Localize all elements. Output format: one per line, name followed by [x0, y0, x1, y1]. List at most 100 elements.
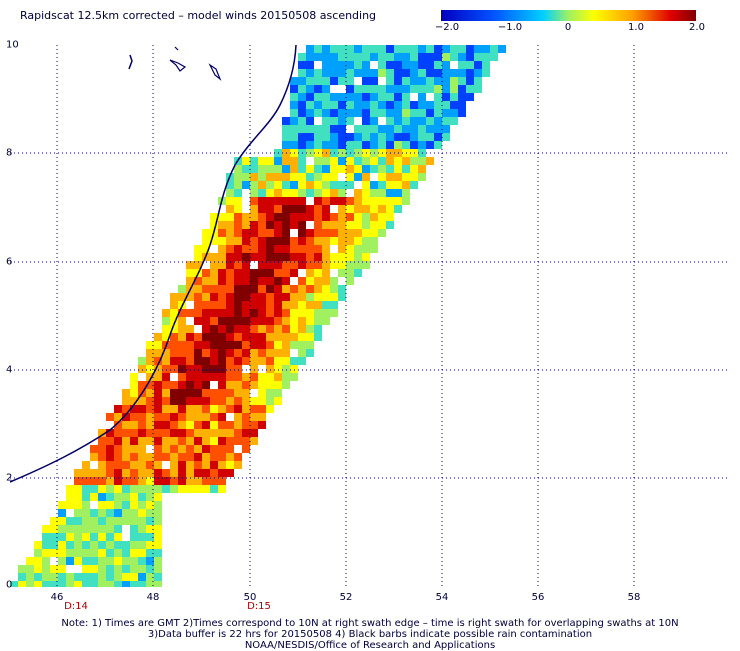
swath-cell	[90, 581, 98, 587]
swath-cell	[202, 269, 210, 277]
swath-cell	[74, 533, 82, 541]
swath-cell	[122, 485, 130, 493]
swath-cell	[154, 373, 162, 381]
swath-cell	[322, 181, 330, 189]
swath-cell	[354, 165, 362, 173]
swath-cell	[266, 277, 274, 285]
swath-cell	[370, 229, 378, 237]
swath-cell	[186, 461, 194, 469]
swath-cell	[282, 165, 290, 173]
time-marker: D:14	[64, 601, 88, 612]
swath-cell	[490, 53, 498, 61]
swath-cell	[170, 341, 178, 349]
swath-cell	[362, 53, 370, 61]
swath-cell	[82, 501, 90, 509]
swath-cell	[106, 501, 114, 509]
swath-cell	[322, 101, 330, 109]
swath-cell	[338, 117, 346, 125]
swath-cell	[210, 349, 218, 357]
swath-cell	[218, 261, 226, 269]
swath-cell	[42, 541, 50, 549]
swath-cell	[354, 197, 362, 205]
swath-cell	[34, 549, 42, 557]
swath-cell	[410, 77, 418, 85]
coastline	[10, 45, 297, 483]
swath-cell	[258, 253, 266, 261]
swath-cell	[154, 341, 162, 349]
swath-cell	[146, 437, 154, 445]
swath-cell	[178, 357, 186, 365]
swath-cell	[114, 429, 122, 437]
swath-cell	[378, 141, 386, 149]
swath-cell	[90, 525, 98, 533]
swath-cell	[394, 197, 402, 205]
swath-cell	[442, 109, 450, 117]
swath-cell	[202, 413, 210, 421]
swath-cell	[122, 549, 130, 557]
swath-cell	[394, 157, 402, 165]
swath-cell	[234, 421, 242, 429]
swath-cell	[258, 325, 266, 333]
swath-cell	[442, 133, 450, 141]
swath-cell	[170, 413, 178, 421]
swath-cell	[314, 45, 322, 53]
swath-cell	[290, 157, 298, 165]
swath-cell	[138, 421, 146, 429]
swath-cell	[458, 61, 466, 69]
swath-cell	[162, 309, 170, 317]
swath-cell	[18, 573, 26, 581]
swath-cell	[226, 261, 234, 269]
swath-cell	[138, 509, 146, 517]
swath-cell	[266, 269, 274, 277]
swath-cell	[122, 509, 130, 517]
swath-cell	[210, 437, 218, 445]
swath-cell	[394, 69, 402, 77]
swath-cell	[178, 333, 186, 341]
swath-cell	[410, 125, 418, 133]
swath-cell	[370, 45, 378, 53]
swath-cell	[450, 69, 458, 77]
swath-cell	[258, 197, 266, 205]
swath-cell	[202, 237, 210, 245]
swath-cell	[66, 541, 74, 549]
swath-cell	[346, 109, 354, 117]
colorbar-label: 2.0	[689, 22, 705, 33]
swath-cell	[154, 485, 162, 493]
swath-cell	[434, 61, 442, 69]
swath-cell	[146, 501, 154, 509]
swath-cell	[322, 285, 330, 293]
swath-cell	[178, 461, 186, 469]
swath-cell	[266, 341, 274, 349]
swath-cell	[290, 117, 298, 125]
swath-cell	[258, 373, 266, 381]
swath-cell	[186, 293, 194, 301]
swath-cell	[146, 485, 154, 493]
swath-cell	[178, 365, 186, 373]
swath-cell	[338, 45, 346, 53]
swath-cell	[282, 333, 290, 341]
swath-cell	[266, 181, 274, 189]
swath-cell	[90, 493, 98, 501]
swath-cell	[386, 61, 394, 69]
swath-cell	[370, 221, 378, 229]
swath-cell	[418, 109, 426, 117]
swath-cell	[234, 237, 242, 245]
swath-cell	[194, 437, 202, 445]
swath-cell	[322, 301, 330, 309]
swath-cell	[226, 277, 234, 285]
swath-cell	[466, 77, 474, 85]
swath-cell	[154, 525, 162, 533]
swath-cell	[226, 269, 234, 277]
swath-cell	[282, 213, 290, 221]
swath-cell	[274, 189, 282, 197]
swath-cell	[58, 573, 66, 581]
swath-cell	[370, 141, 378, 149]
swath-cell	[386, 93, 394, 101]
swath-cell	[386, 69, 394, 77]
swath-cell	[130, 413, 138, 421]
swath-cell	[362, 93, 370, 101]
swath-cell	[218, 229, 226, 237]
swath-cell	[194, 373, 202, 381]
swath-cell	[242, 285, 250, 293]
swath-cell	[338, 133, 346, 141]
